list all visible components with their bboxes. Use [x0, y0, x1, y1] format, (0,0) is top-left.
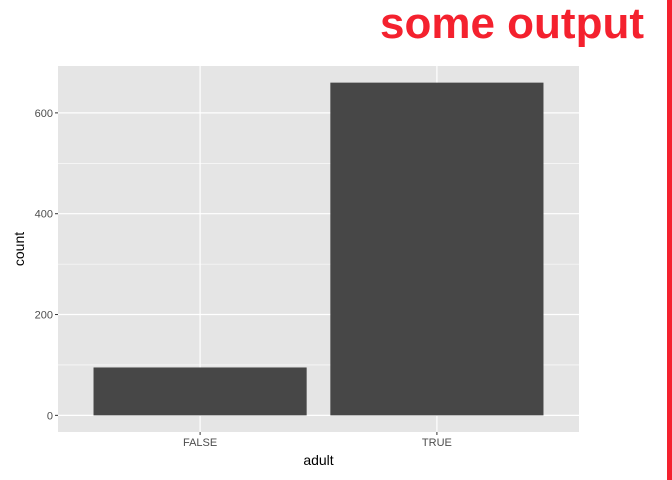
- y-tick-label: 0: [47, 410, 53, 422]
- x-tick-label: FALSE: [183, 437, 217, 449]
- bar-true: [330, 82, 544, 416]
- slide-title: some output: [380, 0, 644, 48]
- bar-false: [93, 367, 307, 416]
- bars: [93, 82, 544, 416]
- x-axis-title: adult: [303, 452, 333, 468]
- x-tick-label: TRUE: [422, 437, 452, 449]
- accent-rule: [667, 0, 672, 480]
- x-axis: FALSE TRUE: [183, 432, 452, 449]
- y-axis-title: count: [11, 232, 27, 266]
- y-tick-label: 400: [35, 209, 53, 221]
- y-tick-label: 600: [35, 108, 53, 120]
- y-tick-label: 200: [35, 310, 53, 322]
- y-axis: 0 200 400 600: [35, 108, 58, 422]
